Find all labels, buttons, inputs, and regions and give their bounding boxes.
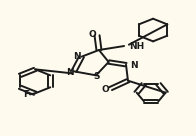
Text: N: N — [130, 61, 138, 70]
Text: S: S — [94, 72, 100, 81]
Text: NH: NH — [130, 41, 145, 50]
Text: N: N — [66, 68, 74, 77]
Text: N: N — [73, 52, 81, 61]
Text: O: O — [101, 85, 109, 94]
Text: F: F — [24, 90, 30, 99]
Text: O: O — [88, 30, 96, 39]
